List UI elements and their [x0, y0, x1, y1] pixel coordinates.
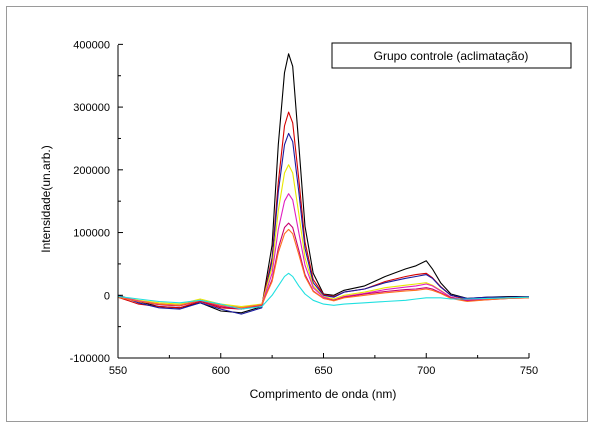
series-line-3 [117, 132, 530, 315]
y-tick-label: 400000 [73, 39, 110, 51]
x-ticks: 550 600 650 700 750 [109, 353, 538, 377]
series-line-8 [117, 272, 530, 310]
series-line-4 [117, 164, 530, 308]
x-tick-label: 750 [520, 365, 538, 377]
y-axis-title: Intensidade(un.arb.) [39, 145, 53, 252]
y-tick-label: 200000 [73, 165, 110, 177]
y-tick-label: 0 [104, 290, 110, 302]
chart: 550 600 650 700 750 -100000 0 100000 200000 3000… [39, 39, 572, 401]
series-line-1 [117, 53, 529, 314]
series-line-7 [117, 228, 530, 309]
x-tick-label: 700 [417, 365, 435, 377]
series-line-5 [117, 193, 530, 309]
legend-text: Grupo controle (aclimatação) [374, 49, 529, 63]
series-layer [117, 53, 530, 315]
y-ticks: -100000 0 100000 200000 300000 400000 [70, 39, 123, 365]
y-tick-label: -100000 [70, 353, 110, 365]
x-tick-label: 600 [212, 365, 230, 377]
x-axis-title: Comprimento de onda (nm) [250, 387, 397, 401]
legend-box [331, 42, 572, 69]
y-tick-label: 300000 [73, 102, 110, 114]
series-line-2 [117, 111, 529, 310]
x-tick-label: 650 [314, 365, 332, 377]
x-tick-label: 550 [109, 365, 127, 377]
chart-frame: 550 600 650 700 750 -100000 0 100000 200000 3000… [6, 6, 588, 422]
y-tick-label: 100000 [73, 228, 110, 240]
